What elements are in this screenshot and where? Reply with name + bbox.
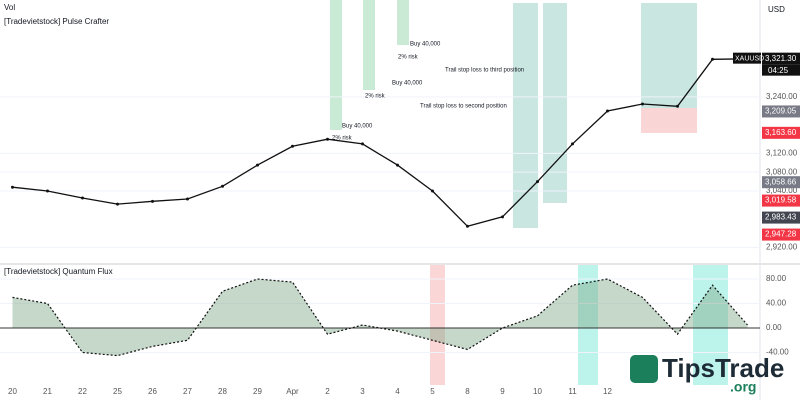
price-line bbox=[12, 58, 748, 228]
x-tick-label: 4 bbox=[395, 387, 400, 396]
price-label-box bbox=[762, 105, 800, 118]
zone bbox=[693, 265, 728, 385]
price-point bbox=[466, 224, 469, 228]
x-tick-label: 27 bbox=[183, 387, 192, 396]
y-tick-label: 3,080.00 bbox=[766, 167, 798, 176]
x-tick-label: 5 bbox=[430, 387, 435, 396]
price-label-box bbox=[762, 126, 800, 139]
y-tick-label: 3,240.00 bbox=[766, 92, 798, 101]
price-label: 2,983.43 bbox=[765, 213, 797, 222]
price-point bbox=[606, 109, 609, 113]
x-tick-label: 3 bbox=[360, 387, 365, 396]
price-point bbox=[256, 163, 259, 167]
y-tick-label: 3,120.00 bbox=[766, 148, 798, 157]
annotation: Trail stop loss to third position bbox=[445, 68, 524, 74]
y-tick-label: 80.00 bbox=[766, 274, 787, 283]
x-tick-label: 29 bbox=[253, 387, 262, 396]
symbol-label: XAUUSD bbox=[735, 55, 764, 62]
price-point bbox=[536, 180, 539, 184]
price-label: 3,058.66 bbox=[765, 177, 797, 186]
price-label-box bbox=[762, 176, 800, 189]
price-point bbox=[501, 215, 504, 219]
price-point bbox=[711, 57, 714, 61]
price-label: 3,321.30 bbox=[765, 54, 797, 63]
zone bbox=[330, 0, 342, 130]
x-tick-label: 12 bbox=[603, 387, 612, 396]
y-tick-label: -40.00 bbox=[766, 348, 789, 357]
price-point bbox=[81, 196, 84, 200]
price-point bbox=[431, 189, 434, 193]
zone bbox=[363, 0, 375, 90]
symbol-box bbox=[733, 52, 761, 64]
price-label: 3,163.60 bbox=[765, 128, 797, 137]
zone bbox=[397, 0, 409, 45]
price-point bbox=[11, 185, 14, 189]
logo-icon bbox=[630, 355, 658, 383]
price-point bbox=[46, 189, 49, 193]
currency: USD bbox=[768, 5, 785, 14]
price-label: 3,019.58 bbox=[765, 196, 797, 205]
countdown-box bbox=[762, 64, 800, 76]
annotation: Buy 40,000 bbox=[342, 124, 373, 130]
x-tick-label: 8 bbox=[465, 387, 470, 396]
x-tick-label: 9 bbox=[500, 387, 505, 396]
price-label: 3,209.05 bbox=[765, 107, 797, 116]
x-tick-label: 10 bbox=[533, 387, 542, 396]
price-label-box bbox=[762, 52, 800, 65]
price-label-box bbox=[762, 228, 800, 241]
price-point bbox=[186, 197, 189, 201]
price-point bbox=[676, 104, 679, 108]
indicator-title: [Tradevietstock] Quantum Flux bbox=[4, 267, 113, 276]
annotation: Buy 40,000 bbox=[392, 81, 423, 87]
x-tick-label: 25 bbox=[113, 387, 122, 396]
annotation: 2% risk bbox=[398, 55, 419, 61]
zone bbox=[430, 265, 445, 385]
annotation: 2% risk bbox=[332, 136, 353, 142]
y-tick-label: 2,920.00 bbox=[766, 243, 798, 252]
volume-label: Vol bbox=[4, 3, 15, 12]
trade-zones bbox=[330, 0, 728, 385]
price-point bbox=[116, 202, 119, 206]
indicator-title: [Tradevietstock] Pulse Crafter bbox=[4, 17, 109, 26]
logo-suffix: .org bbox=[730, 379, 756, 395]
price-point bbox=[326, 137, 329, 141]
price-point bbox=[641, 102, 644, 106]
price-point bbox=[221, 184, 224, 188]
y-tick-label: 0.00 bbox=[766, 323, 782, 332]
price-label-box bbox=[762, 194, 800, 207]
annotation: 2% risk bbox=[365, 94, 386, 100]
logo-name: TipsTrade bbox=[662, 353, 784, 383]
countdown: 04:25 bbox=[768, 66, 789, 75]
zone bbox=[641, 108, 697, 133]
zone bbox=[543, 3, 567, 203]
oscillator-line bbox=[12, 278, 748, 357]
price-label-box bbox=[762, 211, 800, 224]
x-tick-label: 28 bbox=[218, 387, 227, 396]
y-tick-label: 40.00 bbox=[766, 299, 787, 308]
price-point bbox=[291, 144, 294, 148]
x-tick-label: 20 bbox=[8, 387, 17, 396]
annotation: Buy 40,000 bbox=[410, 42, 441, 48]
annotation: Trail stop loss to second position bbox=[420, 104, 507, 110]
zone bbox=[641, 3, 697, 108]
x-tick-label: 26 bbox=[148, 387, 157, 396]
x-tick-label: 21 bbox=[43, 387, 52, 396]
price-point bbox=[396, 163, 399, 167]
zone bbox=[578, 265, 598, 385]
x-tick-label: 11 bbox=[568, 387, 577, 396]
price-point bbox=[571, 142, 574, 146]
price-point bbox=[361, 142, 364, 146]
x-tick-label: 2 bbox=[325, 387, 330, 396]
oscillator-area bbox=[12, 279, 748, 356]
x-tick-label: Apr bbox=[286, 387, 299, 396]
x-tick-label: 22 bbox=[78, 387, 87, 396]
price-label: 2,947.28 bbox=[765, 230, 797, 239]
y-tick-label: 3,040.00 bbox=[766, 186, 798, 195]
price-point bbox=[151, 199, 154, 203]
